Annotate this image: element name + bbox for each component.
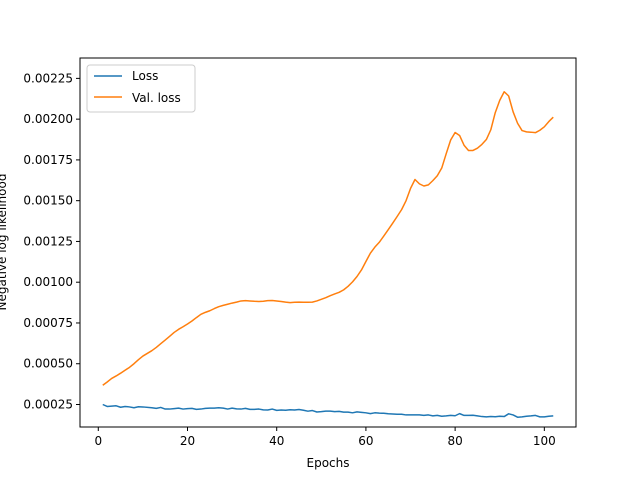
x-tick-label: 40 [269,434,284,448]
x-tick-label: 20 [180,434,195,448]
y-tick-label: 0.00125 [23,234,73,248]
y-tick-label: 0.00075 [23,316,73,330]
x-axis-ticks: 0 20 40 60 80 100 [94,427,556,448]
x-tick-label: 80 [447,434,462,448]
y-axis-label: Negative log likelihood [0,174,9,311]
series-line-val-loss [102,91,554,386]
legend-label-val-loss: Val. loss [132,91,181,105]
y-tick-label: 0.00225 [23,71,73,85]
y-tick-label: 0.00150 [23,194,73,208]
x-tick-label: 100 [533,434,556,448]
x-tick-label: 60 [358,434,373,448]
series-line-loss [102,403,554,418]
x-tick-label: 0 [94,434,102,448]
y-tick-label: 0.00050 [23,357,73,371]
y-tick-label: 0.00200 [23,112,73,126]
y-tick-label: 0.00025 [23,397,73,411]
legend-label-loss: Loss [132,69,158,83]
y-axis-ticks: 0.00025 0.00050 0.00075 0.00100 0.00125 0.001… [23,71,80,411]
x-axis-label: Epochs [307,456,350,470]
legend: Loss Val. loss [86,64,196,113]
plot-area-frame [79,57,577,428]
series-lines [102,91,554,418]
y-tick-label: 0.00175 [23,153,73,167]
y-tick-label: 0.00100 [23,275,73,289]
